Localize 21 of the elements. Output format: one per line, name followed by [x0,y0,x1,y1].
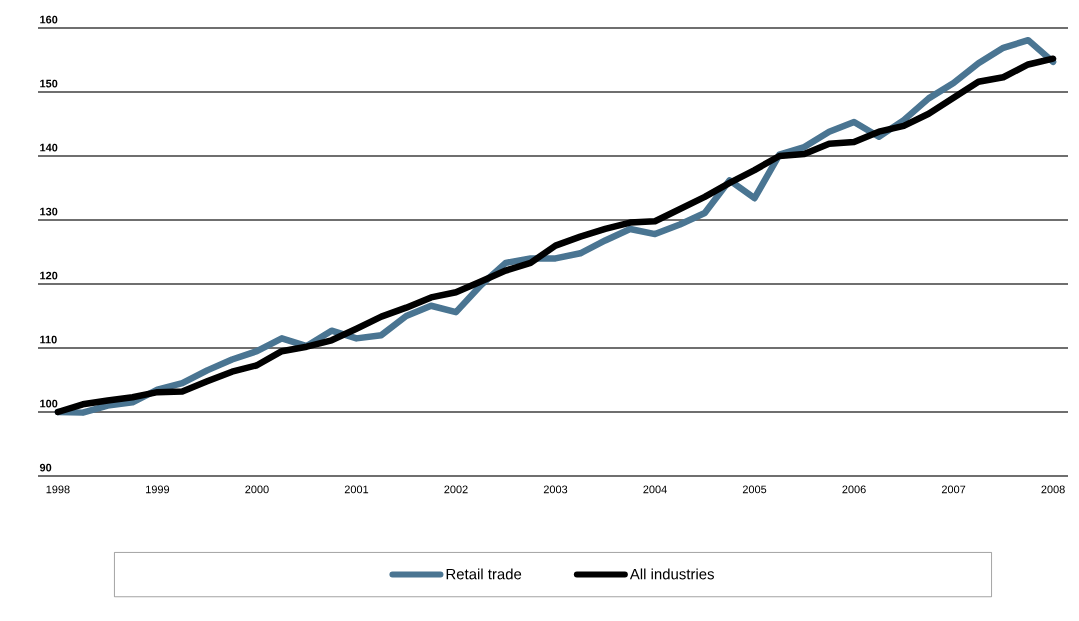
x-tick-label: 2002 [444,485,468,494]
x-tick-label: 1999 [146,485,170,494]
x-tick-label: 2000 [245,485,269,494]
y-tick-label: 120 [40,271,58,280]
x-tick-label: 2007 [941,485,966,494]
y-tick-label: 130 [40,207,58,216]
x-tick-label: 2008 [1041,485,1065,494]
x-tick-label: 2001 [344,485,369,494]
x-tick-label: 2004 [643,485,667,494]
y-tick-label: 110 [40,335,57,344]
legend-label: All industries [629,568,714,580]
y-tick-label: 150 [40,79,58,88]
x-tick-label: 2005 [742,485,767,494]
x-tick-label: 2006 [842,485,866,494]
y-tick-label: 90 [39,463,52,472]
x-tick-label: 1998 [46,485,70,494]
y-tick-label: 100 [40,399,58,408]
legend-label: Retail trade [446,568,522,580]
y-tick-label: 140 [40,143,58,152]
y-tick-label: 160 [40,15,58,24]
x-tick-label: 2003 [543,485,568,494]
